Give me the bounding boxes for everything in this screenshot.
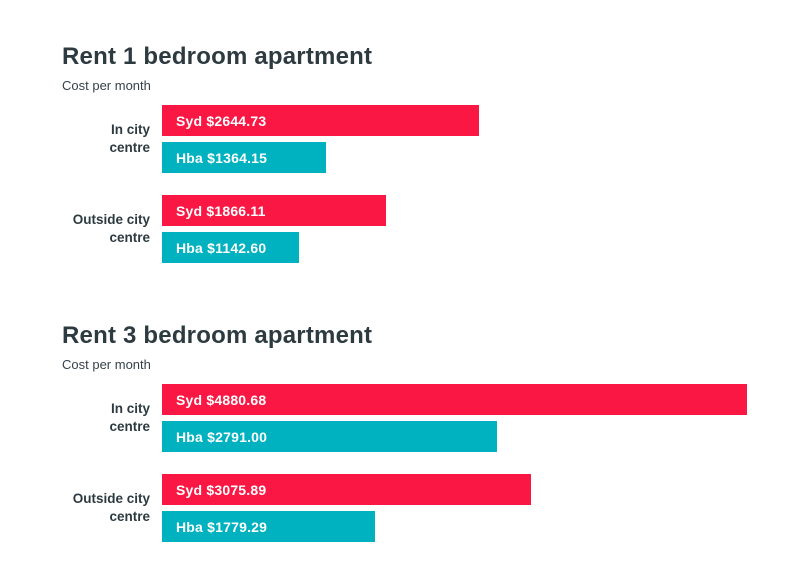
group-label-line: In city	[110, 122, 150, 137]
group-label: Outside city centre	[0, 211, 150, 247]
group-label: In city centre	[0, 400, 150, 436]
bar-value-label: Syd $1866.11	[176, 202, 266, 219]
group-label: Outside city centre	[0, 490, 150, 526]
bar-syd: Syd $3075.89	[162, 474, 531, 505]
bar-value-label: Syd $4880.68	[176, 391, 267, 408]
bar-syd: Syd $4880.68	[162, 384, 747, 415]
group-label-line: centre	[109, 419, 150, 434]
bar-hba: Hba $1364.15	[162, 142, 326, 173]
bar-hba: Hba $1779.29	[162, 511, 376, 542]
bar-value-label: Syd $3075.89	[176, 481, 267, 498]
bar-value-label: Hba $1364.15	[176, 149, 268, 166]
bar-group: In city centre Syd $2644.73 Hba $1364.15	[0, 105, 789, 173]
bar-group: Outside city centre Syd $1866.11 Hba $1142.…	[0, 195, 789, 263]
group-label-line: centre	[109, 230, 150, 245]
group-label-line: centre	[109, 509, 150, 524]
bar-list: Syd $3075.89 Hba $1779.29	[162, 474, 531, 542]
bar-hba: Hba $2791.00	[162, 421, 497, 452]
bar-groups: In city centre Syd $4880.68 Hba $2791.00 Out…	[0, 384, 789, 542]
chart-rent-1-bedroom: Rent 1 bedroom apartment Cost per month …	[0, 43, 789, 263]
bar-syd: Syd $2644.73	[162, 105, 479, 136]
bar-value-label: Syd $2644.73	[176, 112, 267, 129]
chart-rent-3-bedroom: Rent 3 bedroom apartment Cost per month …	[0, 322, 789, 542]
bar-list: Syd $2644.73 Hba $1364.15	[162, 105, 479, 173]
bar-value-label: Hba $2791.00	[176, 428, 268, 445]
bar-group: Outside city centre Syd $3075.89 Hba $1779.…	[0, 474, 789, 542]
group-label-line: Outside city	[72, 491, 150, 506]
group-label-line: Outside city	[72, 212, 150, 227]
group-label: In city centre	[0, 121, 150, 157]
bar-groups: In city centre Syd $2644.73 Hba $1364.15 Out…	[0, 105, 789, 263]
chart-title: Rent 1 bedroom apartment	[62, 43, 373, 70]
bar-group: In city centre Syd $4880.68 Hba $2791.00	[0, 384, 789, 452]
bar-value-label: Hba $1779.29	[176, 518, 268, 535]
group-label-line: In city	[110, 401, 150, 416]
bar-syd: Syd $1866.11	[162, 195, 386, 226]
bar-value-label: Hba $1142.60	[176, 239, 267, 256]
chart-subtitle: Cost per month	[62, 78, 151, 93]
bar-hba: Hba $1142.60	[162, 232, 299, 263]
chart-subtitle: Cost per month	[62, 357, 151, 372]
bar-list: Syd $4880.68 Hba $2791.00	[162, 384, 747, 452]
chart-title: Rent 3 bedroom apartment	[62, 322, 373, 349]
group-label-line: centre	[109, 140, 150, 155]
bar-list: Syd $1866.11 Hba $1142.60	[162, 195, 386, 263]
